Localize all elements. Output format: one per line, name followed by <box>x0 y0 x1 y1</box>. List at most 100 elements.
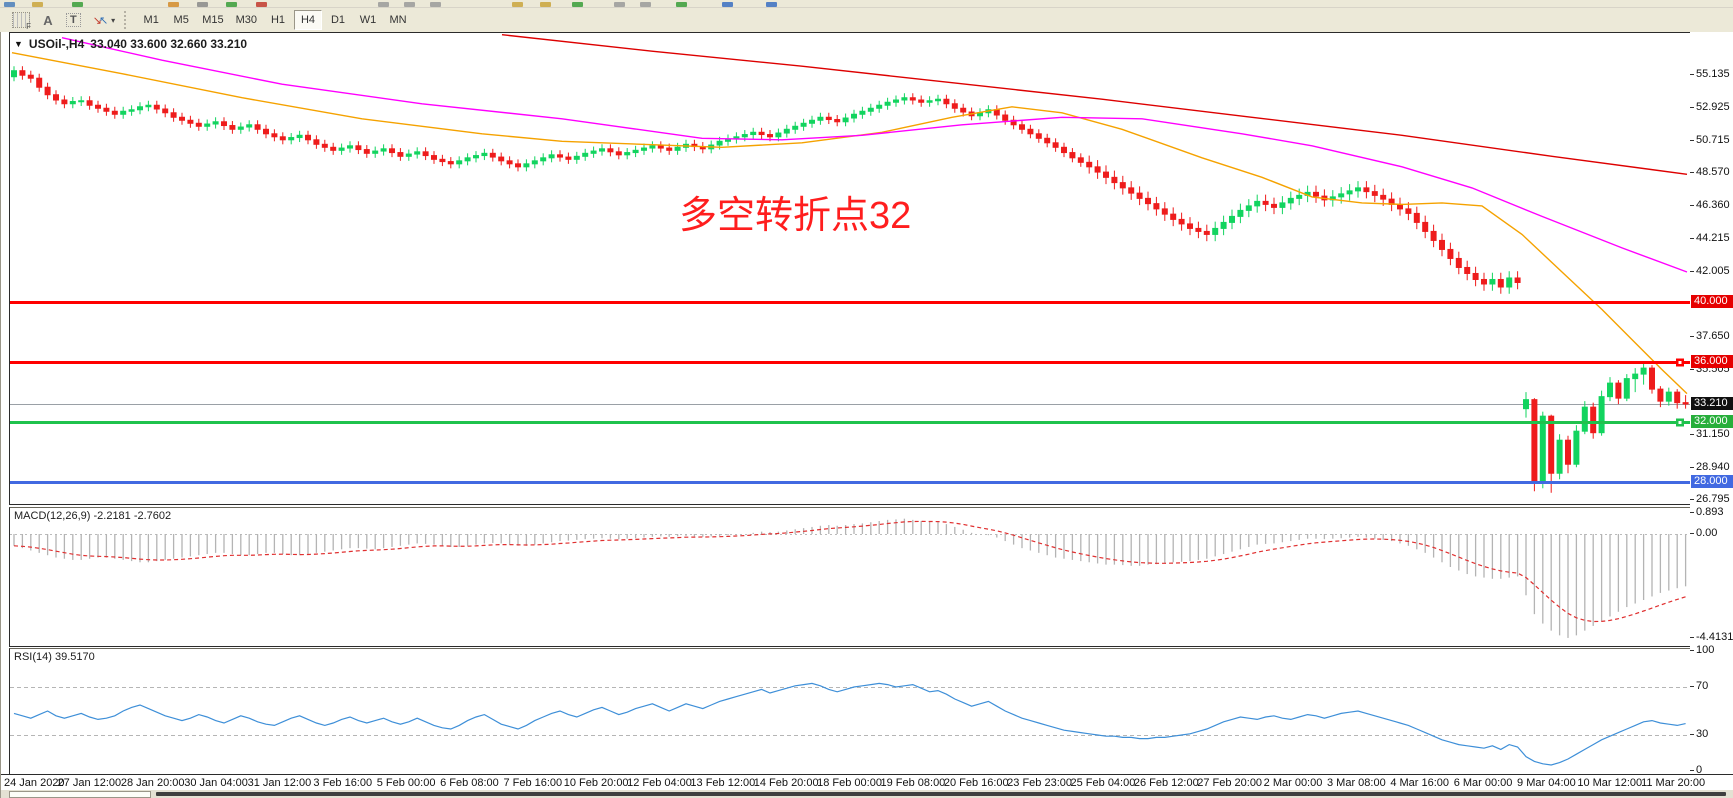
candle-body <box>19 70 26 76</box>
timeframe-button-d1[interactable]: D1 <box>330 14 346 26</box>
candle-body <box>145 104 152 108</box>
candle-body <box>1153 203 1160 210</box>
candle-body <box>1119 182 1126 189</box>
candle-body <box>1623 378 1630 399</box>
price-axis[interactable]: 55.135 52.925 50.715 48.570 46.360 44.215 42.0… <box>1690 32 1733 789</box>
timeframe-button-m5[interactable]: M5 <box>173 14 189 26</box>
timeframe-button-mn[interactable]: MN <box>389 14 407 26</box>
candle-body <box>1405 208 1412 214</box>
rsi-scale-label: 100 <box>1696 644 1715 656</box>
timeframe-button-m15[interactable]: M15 <box>202 14 224 26</box>
candle-body <box>1472 272 1479 280</box>
candle-body <box>1262 200 1269 205</box>
price-badge-32000: 32.000 <box>1691 415 1733 428</box>
timeframe-button-h1[interactable]: H1 <box>270 14 286 26</box>
time-axis-label: 31 Jan 12:00 <box>247 777 312 789</box>
candle-body <box>1178 218 1185 225</box>
candle-body <box>1598 396 1605 434</box>
candle-body <box>1145 197 1151 205</box>
chart-window: ▼ USOil-,H4 33.040 33.600 32.660 33.210 … <box>0 32 1733 798</box>
candle-body <box>1573 430 1580 465</box>
candle-body <box>624 152 631 156</box>
price-axis-label: 42.005 <box>1696 265 1730 277</box>
candle-body <box>1245 205 1252 211</box>
candle-body <box>221 121 227 127</box>
candle-body <box>1195 227 1202 232</box>
timeframe-button-m1[interactable]: M1 <box>143 14 159 26</box>
label-tool-button[interactable]: A <box>37 10 59 30</box>
chart-text-annotation[interactable]: 多空转折点32 <box>679 195 912 237</box>
candle-body <box>1027 128 1034 135</box>
candle-body <box>825 116 832 121</box>
time-axis-label: 18 Feb 00:00 <box>817 777 882 789</box>
time-axis-label: 13 Feb 12:00 <box>690 777 756 789</box>
candle-body <box>775 132 782 138</box>
chart-dropdown-icon[interactable]: ▼ <box>14 39 23 49</box>
candle-body <box>1581 406 1588 432</box>
candle-body <box>758 131 765 136</box>
timeframe-button-w1[interactable]: W1 <box>359 14 377 26</box>
candle-body <box>380 148 387 152</box>
time-axis-label: 20 Feb 16:00 <box>943 777 1009 789</box>
axis-tick <box>1690 686 1694 687</box>
text-tool-button[interactable]: T <box>61 10 86 30</box>
candle-body <box>993 109 1000 116</box>
rsi-scale-label: 0 <box>1696 764 1703 776</box>
ma-fast-line <box>11 52 1688 395</box>
scroll-navbox[interactable] <box>9 791 151 798</box>
main-price-chart[interactable] <box>9 32 1691 505</box>
timeframe-button-m30[interactable]: M30 <box>235 14 257 26</box>
candle-body <box>11 70 17 78</box>
candle-body <box>1287 197 1294 204</box>
candle-body <box>363 149 370 154</box>
candle-body <box>1531 399 1538 483</box>
clipped-toolbar-icon <box>4 2 15 7</box>
price-badge-40000: 40.000 <box>1691 295 1733 308</box>
candle-body <box>935 98 941 102</box>
main-toolbar: F A T ↘ ↖ ▾ M1 M5 M15 M30 H1 H4 D1 W1 MN <box>0 8 1733 33</box>
candle-body <box>1439 239 1445 250</box>
candle-body <box>279 136 286 141</box>
candle-body <box>506 160 513 165</box>
candle-body <box>1002 114 1009 121</box>
price-badge-33210: 33.210 <box>1691 397 1733 410</box>
candle-body <box>1422 221 1429 232</box>
arrows-tool-button[interactable]: ↘ ↖ ▾ <box>88 10 120 30</box>
time-axis-label: 3 Mar 08:00 <box>1326 777 1386 789</box>
candle-body <box>1514 277 1521 283</box>
candle-body <box>170 112 177 118</box>
candle-body <box>1187 223 1193 229</box>
candle-body <box>128 109 135 112</box>
candle-body <box>389 148 395 154</box>
horizontal-scrollbar[interactable] <box>1 790 1733 798</box>
candle-body <box>1355 187 1361 192</box>
candle-body <box>347 145 353 149</box>
candle-body <box>44 86 51 96</box>
candle-body <box>641 147 647 151</box>
candle-body <box>1254 200 1261 207</box>
candle-body <box>305 134 311 141</box>
font-grid-tool-button[interactable]: F <box>1 10 35 31</box>
candle-body <box>1279 202 1286 208</box>
macd-indicator-panel[interactable] <box>9 507 1691 647</box>
candle-body <box>153 104 160 110</box>
candle-body <box>523 163 530 168</box>
candle-body <box>137 106 143 111</box>
candle-body <box>53 94 59 101</box>
time-axis-label: 14 Feb 20:00 <box>753 777 819 789</box>
clipped-toolbar-icon <box>256 2 267 7</box>
candle-body <box>1161 208 1168 215</box>
candle-body <box>1061 146 1067 154</box>
font-grid-icon: F <box>12 12 31 31</box>
timeframe-button-h4[interactable]: H4 <box>294 10 322 30</box>
candle-body <box>1565 439 1571 465</box>
scrollbar-thumb[interactable] <box>156 792 1726 796</box>
ma-mid-line <box>61 37 1688 273</box>
price-badge-28000: 28.000 <box>1691 475 1733 488</box>
rsi-indicator-panel[interactable] <box>9 648 1691 776</box>
candle-body <box>607 148 614 153</box>
time-axis[interactable]: 24 Jan 2020 27 Jan 12:00 28 Jan 20:00 30 Ja… <box>1 774 1733 790</box>
time-axis-label: 24 Jan 2020 <box>4 777 65 789</box>
clipped-toolbar-icon <box>676 2 687 7</box>
candle-body <box>1338 193 1345 198</box>
